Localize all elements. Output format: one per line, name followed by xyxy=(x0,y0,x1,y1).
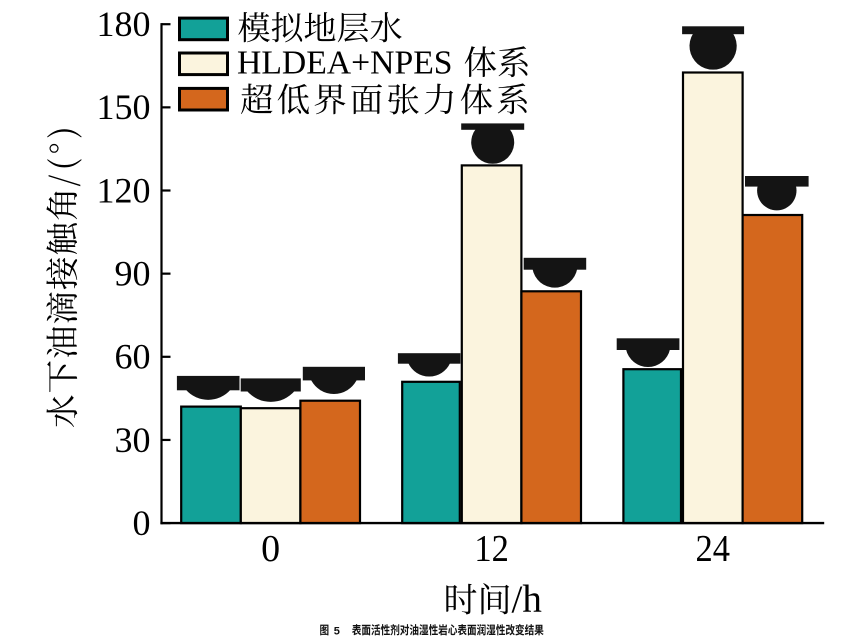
svg-text:30: 30 xyxy=(115,420,151,460)
svg-text:0: 0 xyxy=(133,503,151,543)
svg-text:5: 5 xyxy=(334,625,340,636)
svg-text:90: 90 xyxy=(115,253,151,293)
svg-text:HLDEA+NPES: HLDEA+NPES xyxy=(237,45,453,82)
svg-text:180: 180 xyxy=(97,4,151,44)
svg-text:24: 24 xyxy=(696,528,731,570)
svg-text:120: 120 xyxy=(97,170,151,210)
svg-text:150: 150 xyxy=(97,87,151,127)
svg-text:60: 60 xyxy=(115,337,151,377)
svg-text:0: 0 xyxy=(261,528,280,570)
svg-text:/h: /h xyxy=(512,578,542,621)
svg-text:12: 12 xyxy=(474,528,509,570)
